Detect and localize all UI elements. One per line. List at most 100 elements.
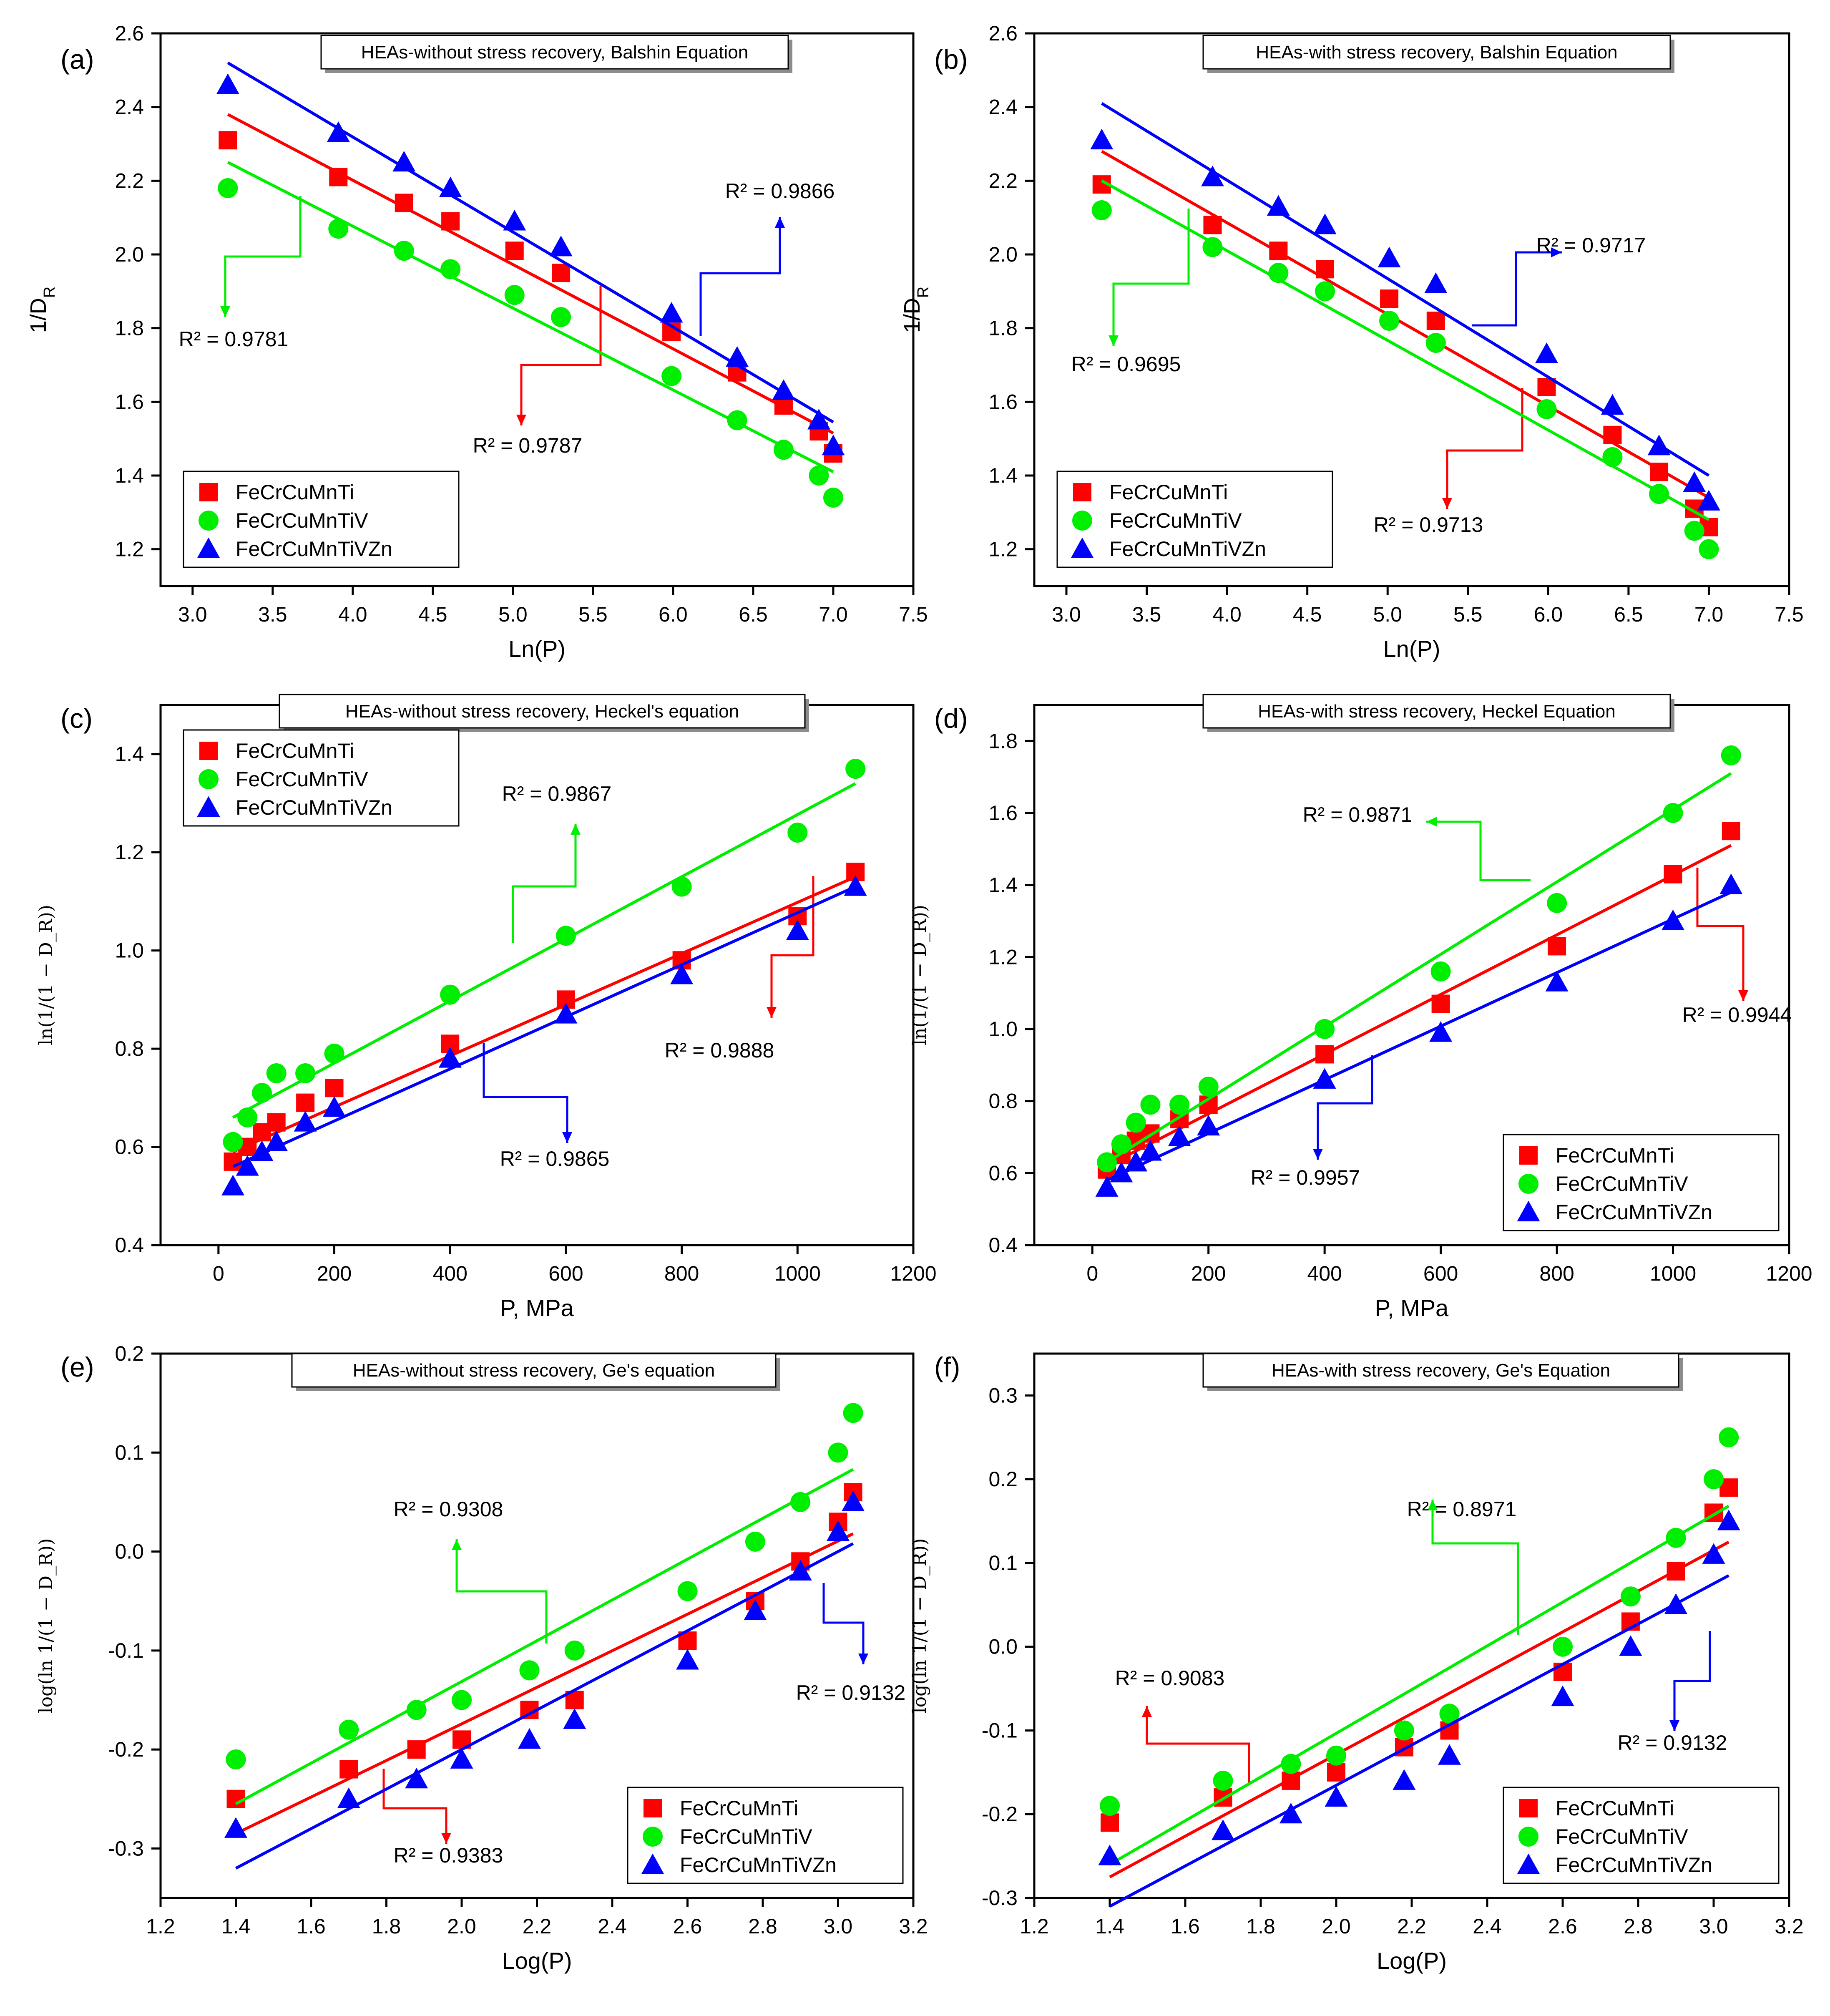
x-tick-label: 4.5: [418, 603, 447, 626]
r2-callout-arrowhead: [516, 415, 526, 425]
r2-callout-arrowhead: [1551, 247, 1562, 257]
data-point-triangle: [807, 409, 830, 430]
legend: FeCrCuMnTi FeCrCuMnTiV FeCrCuMnTiVZn: [1056, 471, 1333, 568]
data-point-triangle: [1071, 537, 1094, 558]
data-point-triangle: [842, 1490, 865, 1511]
data-point-circle: [266, 1063, 287, 1083]
legend-label: FeCrCuMnTi: [1109, 481, 1228, 504]
r2-label: R² = 0.9865: [500, 1147, 610, 1170]
data-point-triangle: [726, 346, 749, 367]
y-axis-label-text: log(ln 1/(1 − D_R)): [35, 1538, 57, 1714]
x-axis-label: Ln(P): [1383, 636, 1440, 662]
data-point-triangle: [1551, 1685, 1574, 1706]
data-point-square: [199, 483, 218, 501]
legend-label: FeCrCuMnTiV: [236, 768, 368, 791]
x-tick-label: 7.5: [1775, 603, 1804, 626]
x-tick-label: 2.2: [1397, 1915, 1426, 1938]
y-tick-label: 1.4: [115, 464, 144, 487]
data-point-circle: [661, 366, 682, 386]
r2-callout-line: [1446, 388, 1523, 509]
x-tick-label: 5.0: [1373, 603, 1402, 626]
series-FeCrCuMnTiVZn: R² = 0.9866: [216, 61, 845, 456]
x-tick-label: 2.2: [523, 1915, 552, 1938]
data-point-square: [1315, 1045, 1334, 1064]
x-tick-label: 6.5: [739, 603, 768, 626]
data-point-triangle: [1313, 213, 1337, 234]
data-point-circle: [823, 488, 843, 508]
data-point-triangle: [1545, 971, 1569, 992]
y-tick-label: 0.4: [115, 1233, 144, 1257]
data-point-triangle: [1719, 873, 1743, 894]
fit-line-FeCrCuMnTiVZn: [232, 885, 856, 1168]
data-point-triangle: [1535, 342, 1558, 363]
y-tick-label: 1.2: [115, 841, 144, 864]
r2-callout-line: [1317, 1055, 1373, 1160]
panel-label: (d): [934, 703, 968, 734]
data-point-circle: [218, 178, 238, 198]
x-tick-label: 1000: [1650, 1262, 1696, 1285]
x-tick-label: 1.4: [1095, 1915, 1124, 1938]
y-tick-label: 0.1: [115, 1441, 144, 1464]
data-point-circle: [1553, 1636, 1573, 1657]
y-axis-label-text: ln(1/(1 − D_R)): [909, 905, 930, 1045]
fit-line-FeCrCuMnTiVZn: [235, 1542, 854, 1870]
series-FeCrCuMnTi: R² = 0.9383: [226, 1483, 862, 1867]
y-tick-label: 0.8: [115, 1037, 144, 1060]
r2-callout-line: [1673, 1631, 1711, 1731]
data-point-triangle: [439, 176, 462, 197]
y-tick-label: 0.2: [115, 1342, 144, 1365]
data-point-circle: [1100, 1796, 1120, 1816]
data-point-triangle: [1601, 394, 1624, 415]
data-point-triangle: [554, 1003, 578, 1024]
data-point-triangle: [1212, 1819, 1234, 1840]
plot-frame: [1033, 32, 1790, 587]
x-axis-label: P, MPa: [500, 1295, 574, 1321]
legend-box: [183, 729, 460, 827]
chart-title-text: HEAs-with stress recovery, Heckel Equati…: [1258, 701, 1615, 722]
data-point-triangle: [1393, 1769, 1416, 1790]
data-point-square: [1380, 289, 1399, 308]
data-point-circle: [452, 1690, 472, 1710]
data-point-circle: [1620, 1586, 1641, 1607]
y-tick-label: -0.1: [108, 1639, 144, 1662]
legend-label: FeCrCuMnTiV: [680, 1825, 812, 1848]
r2-callout-arrowhead: [1669, 1720, 1679, 1731]
data-point-circle: [223, 1132, 243, 1152]
r2-callout-arrowhead: [1442, 498, 1452, 509]
panel-label: (f): [934, 1352, 960, 1382]
data-point-circle: [1281, 1754, 1301, 1774]
r2-callout-line: [1431, 1500, 1519, 1635]
data-point-triangle: [337, 1787, 360, 1808]
r2-callout-arrowhead: [562, 1132, 572, 1143]
r2-callout-arrowhead: [858, 1654, 868, 1664]
data-point-circle: [1326, 1745, 1346, 1766]
data-point-circle: [1140, 1095, 1161, 1115]
data-point-circle: [745, 1531, 765, 1552]
data-point-triangle: [1279, 1802, 1302, 1824]
x-tick-label: 1.4: [221, 1915, 251, 1938]
data-point-circle: [1536, 399, 1557, 419]
series-FeCrCuMnTiV: R² = 0.9695: [1071, 179, 1719, 559]
r2-callout-line: [770, 876, 814, 1018]
data-point-circle: [1315, 1019, 1335, 1039]
data-point-circle: [199, 511, 219, 531]
r2-label: R² = 0.9781: [179, 327, 289, 351]
data-point-triangle: [1702, 1543, 1725, 1564]
data-point-circle: [1663, 803, 1683, 823]
legend-box: [1056, 471, 1333, 568]
r2-label: R² = 0.9083: [1115, 1666, 1225, 1690]
data-point-square: [1073, 483, 1091, 501]
data-point-triangle: [438, 1047, 462, 1068]
y-tick-label: 1.6: [988, 801, 1018, 825]
x-axis-label: Log(P): [1377, 1948, 1447, 1974]
r2-callout-line: [1112, 209, 1190, 346]
data-point-square: [1101, 1813, 1119, 1832]
data-point-triangle: [1717, 1510, 1740, 1530]
data-point-circle: [643, 1827, 663, 1847]
y-tick-label: 0.6: [115, 1135, 144, 1159]
data-point-circle: [1394, 1720, 1414, 1741]
y-axis-label-subscript: R: [915, 287, 932, 298]
legend-label: FeCrCuMnTiV: [1109, 509, 1242, 532]
y-tick-label: 2.6: [115, 22, 144, 45]
